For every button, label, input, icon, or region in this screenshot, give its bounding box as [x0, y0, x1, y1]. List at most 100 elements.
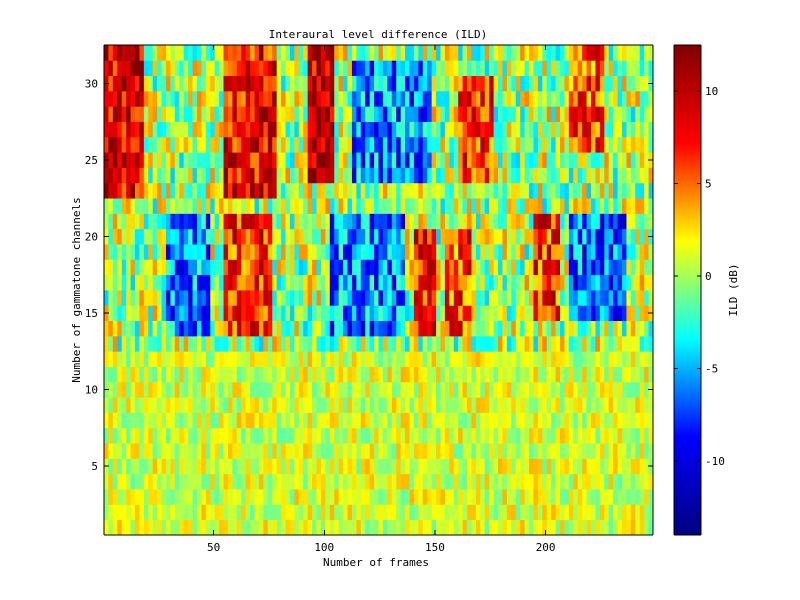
heatmap-cell	[157, 412, 162, 429]
heatmap-cell	[515, 182, 521, 199]
heatmap-cell	[174, 60, 180, 77]
heatmap-cell	[449, 136, 455, 153]
heatmap-cell	[174, 443, 180, 459]
heatmap-cell	[418, 244, 424, 260]
heatmap-cell	[108, 290, 114, 306]
heatmap-cell	[121, 182, 127, 199]
heatmap-cell	[471, 228, 477, 245]
heatmap-cell	[484, 90, 490, 107]
heatmap-cell	[365, 244, 371, 260]
heatmap-cell	[409, 489, 415, 505]
heatmap-cell	[475, 228, 481, 245]
heatmap-cell	[604, 458, 610, 475]
heatmap-cell	[192, 244, 198, 260]
heatmap-cell	[560, 152, 565, 168]
heatmap-cell	[413, 366, 419, 383]
heatmap-cell	[205, 136, 211, 153]
heatmap-cell	[285, 90, 291, 107]
heatmap-cell	[112, 489, 118, 505]
heatmap-cell	[112, 152, 118, 168]
heatmap-cell	[555, 290, 561, 306]
heatmap-cell	[343, 290, 348, 306]
heatmap-cell	[599, 244, 605, 260]
heatmap-cell	[139, 106, 145, 122]
heatmap-cell	[139, 90, 145, 107]
heatmap-cell	[639, 290, 645, 306]
heatmap-cell	[307, 305, 313, 322]
heatmap-cell	[196, 244, 202, 260]
heatmap-cell	[108, 244, 114, 260]
heatmap-cell	[254, 504, 260, 521]
heatmap-cell	[533, 152, 539, 168]
heatmap-cell	[272, 106, 278, 122]
heatmap-cell	[537, 504, 543, 521]
heatmap-cell	[480, 167, 486, 184]
heatmap-cell	[250, 198, 255, 214]
heatmap-cell	[608, 167, 614, 184]
heatmap-cell	[174, 244, 180, 260]
heatmap-cell	[436, 473, 441, 490]
heatmap-cell	[214, 121, 220, 138]
heatmap-cell	[289, 397, 295, 413]
heatmap-cell	[608, 45, 614, 61]
heatmap-cell	[272, 228, 278, 245]
heatmap-cell	[267, 259, 273, 276]
heatmap-cell	[250, 90, 255, 107]
heatmap-cell	[537, 519, 543, 536]
heatmap-cell	[639, 259, 645, 276]
heatmap-cell	[586, 75, 592, 92]
heatmap-cell	[537, 60, 543, 77]
heatmap-cell	[316, 489, 322, 505]
heatmap-cell	[520, 75, 526, 92]
heatmap-cell	[484, 244, 490, 260]
heatmap-cell	[250, 458, 255, 475]
heatmap-cell	[334, 60, 340, 77]
heatmap-cell	[617, 121, 623, 138]
heatmap-cell	[232, 244, 238, 260]
heatmap-cell	[170, 397, 176, 413]
heatmap-cell	[179, 136, 185, 153]
colorbar	[674, 45, 701, 535]
heatmap-cell	[205, 244, 211, 260]
heatmap-cell	[498, 213, 503, 230]
heatmap-cell	[529, 152, 534, 168]
heatmap-cell	[263, 519, 269, 536]
heatmap-cell	[316, 75, 322, 92]
heatmap-cell	[458, 274, 464, 291]
heatmap-cell	[276, 259, 282, 276]
heatmap-cell	[236, 198, 242, 214]
heatmap-cell	[444, 412, 450, 429]
heatmap-cell	[431, 213, 437, 230]
heatmap-cell	[210, 213, 216, 230]
heatmap-cell	[378, 305, 384, 322]
heatmap-cell	[502, 106, 508, 122]
heatmap-cell	[480, 427, 486, 444]
heatmap-cell	[622, 60, 627, 77]
heatmap-cell	[303, 274, 309, 291]
heatmap-cell	[289, 259, 295, 276]
heatmap-cell	[591, 335, 596, 352]
heatmap-cell	[104, 106, 109, 122]
heatmap-cell	[462, 381, 468, 398]
heatmap-cell	[586, 152, 592, 168]
heatmap-cell	[626, 228, 632, 245]
heatmap-cell	[254, 458, 260, 475]
heatmap-cell	[112, 381, 118, 398]
heatmap-cell	[462, 519, 468, 536]
heatmap-cell	[405, 397, 410, 413]
heatmap-cell	[365, 182, 371, 199]
heatmap-cell	[223, 381, 229, 398]
heatmap-cell	[165, 228, 171, 245]
heatmap-cell	[254, 412, 260, 429]
heatmap-cell	[591, 259, 596, 276]
heatmap-cell	[568, 106, 574, 122]
heatmap-cell	[360, 366, 366, 383]
heatmap-cell	[400, 167, 406, 184]
heatmap-cell	[608, 473, 614, 490]
heatmap-cell	[254, 182, 260, 199]
heatmap-cell	[555, 335, 561, 352]
heatmap-cell	[121, 60, 127, 77]
heatmap-cell	[343, 504, 348, 521]
heatmap-cell	[387, 121, 393, 138]
heatmap-cell	[126, 90, 131, 107]
